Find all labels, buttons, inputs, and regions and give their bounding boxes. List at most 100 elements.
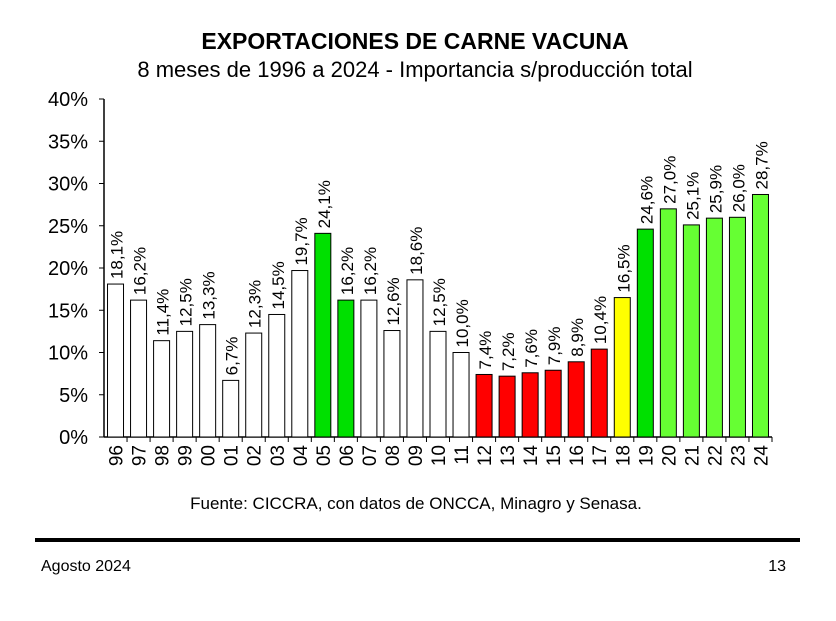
y-tick-label: 40% xyxy=(48,89,88,111)
x-tick-label-20: 20 xyxy=(659,445,680,466)
bar-14 xyxy=(521,372,539,438)
data-label-03: 14,5% xyxy=(269,261,288,309)
y-tick-label: 20% xyxy=(48,258,88,280)
bar-11 xyxy=(452,352,470,438)
y-tick-label: 25% xyxy=(48,216,88,238)
data-label-20: 27,0% xyxy=(660,156,679,204)
x-tick-label-14: 14 xyxy=(521,445,542,467)
x-tick-label-17: 17 xyxy=(590,445,611,466)
bar-02 xyxy=(245,332,263,438)
x-tick-label-99: 99 xyxy=(176,445,197,466)
page-number: 13 xyxy=(768,558,786,575)
data-label-15: 7,9% xyxy=(545,326,564,365)
chart-subtitle: 8 meses de 1996 a 2024 - Importancia s/p… xyxy=(137,57,693,82)
x-tick-label-18: 18 xyxy=(613,445,634,466)
bar-21 xyxy=(682,224,700,438)
bar-13 xyxy=(498,375,516,438)
y-tick-label: 10% xyxy=(48,343,88,365)
x-tick-label-04: 04 xyxy=(291,445,312,467)
x-tick-label-11: 11 xyxy=(452,445,473,465)
x-tick-label-23: 23 xyxy=(728,445,749,466)
bar-03 xyxy=(268,313,286,438)
data-label-02: 12,3% xyxy=(246,280,265,328)
x-tick-label-21: 21 xyxy=(682,445,703,466)
data-label-00: 13,3% xyxy=(200,271,219,319)
bar-18 xyxy=(613,297,631,438)
data-label-13: 7,2% xyxy=(499,332,518,371)
y-tick-label: 0% xyxy=(59,427,88,449)
data-label-08: 12,6% xyxy=(384,277,403,325)
bar-23 xyxy=(728,216,746,438)
bar-12 xyxy=(475,373,493,438)
data-label-09: 18,6% xyxy=(407,227,426,275)
x-tick-label-12: 12 xyxy=(475,445,496,466)
data-label-96: 18,1% xyxy=(108,231,127,279)
data-label-98: 11,4% xyxy=(154,289,173,336)
y-tick-label: 5% xyxy=(59,385,88,407)
x-tick-label-19: 19 xyxy=(636,445,657,466)
bar-19 xyxy=(636,228,654,438)
data-label-14: 7,6% xyxy=(522,329,541,368)
bar-09 xyxy=(406,279,424,438)
bar-05 xyxy=(314,232,332,438)
x-tick-label-06: 06 xyxy=(337,445,358,466)
data-label-04: 19,7% xyxy=(292,217,311,265)
data-label-97: 16,2% xyxy=(131,247,150,295)
data-label-01: 6,7% xyxy=(223,337,242,376)
data-label-22: 25,9% xyxy=(706,165,725,213)
x-tick-label-03: 03 xyxy=(268,445,289,466)
x-tick-label-01: 01 xyxy=(222,445,243,466)
bar-20 xyxy=(659,208,677,438)
bar-22 xyxy=(705,217,723,438)
x-tick-label-98: 98 xyxy=(153,445,174,466)
bar-96 xyxy=(107,283,125,438)
bar-17 xyxy=(590,348,608,438)
x-tick-label-22: 22 xyxy=(705,445,726,466)
y-tick-label: 30% xyxy=(48,174,88,196)
x-tick-label-07: 07 xyxy=(360,445,381,466)
data-label-05: 24,1% xyxy=(315,180,334,228)
x-tick-label-13: 13 xyxy=(498,445,519,466)
data-label-99: 12,5% xyxy=(177,278,196,326)
data-label-18: 16,5% xyxy=(614,244,633,292)
data-label-17: 10,4% xyxy=(591,296,610,344)
x-tick-label-00: 00 xyxy=(199,445,220,466)
source-note: Fuente: CICCRA, con datos de ONCCA, Mina… xyxy=(190,494,642,513)
x-tick-label-10: 10 xyxy=(429,445,450,466)
bar-98 xyxy=(153,340,171,438)
data-label-06: 16,2% xyxy=(338,247,357,295)
bar-00 xyxy=(199,324,217,438)
bar-99 xyxy=(176,330,194,438)
data-label-23: 26,0% xyxy=(729,164,748,212)
data-label-24: 28,7% xyxy=(752,141,771,189)
bar-24 xyxy=(751,193,769,438)
data-label-07: 16,2% xyxy=(361,247,380,295)
bar-15 xyxy=(544,369,562,438)
footer-date: Agosto 2024 xyxy=(41,558,131,575)
bar-08 xyxy=(383,330,401,438)
x-tick-label-05: 05 xyxy=(314,445,335,466)
x-tick-label-24: 24 xyxy=(751,445,772,467)
bar-10 xyxy=(429,330,447,438)
data-label-16: 8,9% xyxy=(568,318,587,357)
bar-04 xyxy=(291,270,309,438)
y-tick-label: 15% xyxy=(48,300,88,322)
data-label-10: 12,5% xyxy=(430,278,449,326)
divider xyxy=(35,538,800,542)
data-label-19: 24,6% xyxy=(637,176,656,224)
x-tick-label-02: 02 xyxy=(245,445,266,466)
y-tick-label: 35% xyxy=(48,131,88,153)
x-tick-label-16: 16 xyxy=(567,445,588,466)
bar-16 xyxy=(567,361,585,438)
bar-01 xyxy=(222,379,240,438)
x-tick-label-08: 08 xyxy=(383,445,404,466)
chart-title: EXPORTACIONES DE CARNE VACUNA xyxy=(201,28,629,54)
x-tick-label-96: 96 xyxy=(107,445,128,466)
bar-07 xyxy=(360,299,378,438)
data-label-12: 7,4% xyxy=(476,331,495,370)
bar-97 xyxy=(130,299,148,438)
bar-06 xyxy=(337,299,355,438)
data-label-21: 25,1% xyxy=(683,172,702,220)
x-tick-label-97: 97 xyxy=(130,445,151,466)
